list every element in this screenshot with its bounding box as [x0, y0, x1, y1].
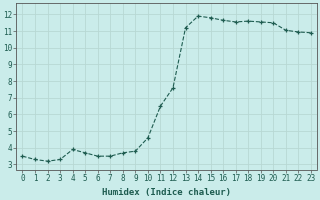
X-axis label: Humidex (Indice chaleur): Humidex (Indice chaleur): [102, 188, 231, 197]
